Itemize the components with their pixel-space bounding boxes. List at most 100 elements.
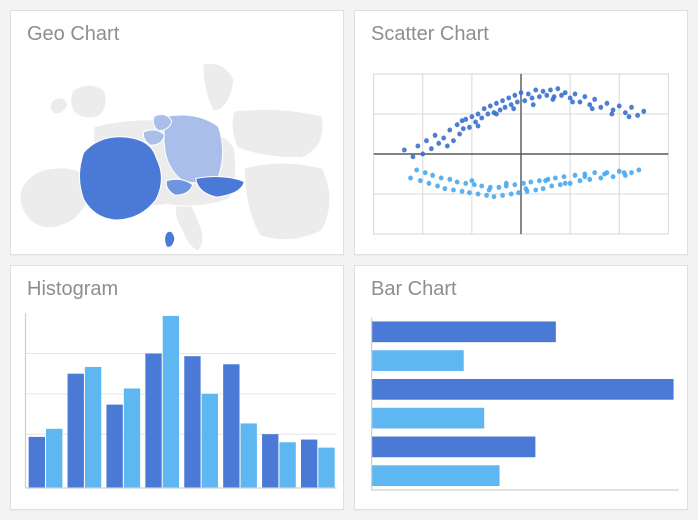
scatter-point bbox=[482, 106, 487, 111]
bar-chart-title: Bar Chart bbox=[355, 266, 687, 309]
scatter-point bbox=[467, 190, 472, 195]
scatter-point bbox=[418, 178, 423, 183]
bar-row bbox=[372, 408, 485, 429]
scatter-point bbox=[528, 179, 533, 184]
scatter-point bbox=[461, 126, 466, 131]
scatter-point bbox=[463, 181, 468, 186]
hist-bar bbox=[241, 423, 257, 488]
scatter-point bbox=[641, 109, 646, 114]
scatter-point bbox=[447, 177, 452, 182]
scatter-point bbox=[544, 93, 549, 98]
scatter-point bbox=[447, 127, 452, 132]
scatter-point bbox=[423, 170, 428, 175]
scatter-point bbox=[592, 170, 597, 175]
geo-chart-body bbox=[11, 54, 343, 255]
map-region bbox=[232, 109, 323, 157]
scatter-point bbox=[611, 174, 616, 179]
scatter-point bbox=[420, 151, 425, 156]
country-france-corsica bbox=[165, 231, 175, 247]
scatter-point bbox=[433, 133, 438, 138]
hist-bar bbox=[29, 437, 45, 488]
bar-row bbox=[372, 437, 536, 458]
scatter-point bbox=[609, 111, 614, 116]
scatter-point bbox=[551, 97, 556, 102]
scatter-point bbox=[521, 181, 526, 186]
scatter-point bbox=[549, 183, 554, 188]
scatter-point bbox=[512, 93, 517, 98]
scatter-point bbox=[562, 174, 567, 179]
scatter-point bbox=[455, 122, 460, 127]
scatter-point bbox=[457, 131, 462, 136]
scatter-point bbox=[617, 169, 622, 174]
scatter-point bbox=[578, 178, 583, 183]
scatter-point bbox=[504, 181, 509, 186]
scatter-point bbox=[455, 179, 460, 184]
bar-plot bbox=[355, 309, 687, 509]
scatter-point bbox=[582, 174, 587, 179]
scatter-point bbox=[479, 183, 484, 188]
scatter-point bbox=[605, 101, 610, 106]
map-region bbox=[71, 85, 106, 118]
scatter-point bbox=[635, 113, 640, 118]
scatter-point bbox=[427, 181, 432, 186]
scatter-point bbox=[441, 135, 446, 140]
scatter-point bbox=[602, 171, 607, 176]
hist-bar bbox=[279, 442, 295, 488]
hist-bar bbox=[301, 440, 317, 488]
scatter-point bbox=[617, 103, 622, 108]
scatter-point bbox=[442, 186, 447, 191]
scatter-point bbox=[548, 87, 553, 92]
scatter-point bbox=[524, 186, 529, 191]
scatter-point bbox=[573, 173, 578, 178]
scatter-point bbox=[460, 189, 465, 194]
scatter-point bbox=[476, 123, 481, 128]
scatter-plot bbox=[355, 54, 687, 254]
scatter-point bbox=[627, 114, 632, 119]
scatter-point bbox=[470, 178, 475, 183]
scatter-point bbox=[414, 167, 419, 172]
scatter-point bbox=[451, 187, 456, 192]
scatter-point bbox=[558, 182, 563, 187]
scatter-point bbox=[555, 86, 560, 91]
scatter-point bbox=[509, 191, 514, 196]
scatter-point bbox=[563, 90, 568, 95]
scatter-point bbox=[623, 110, 628, 115]
scatter-point bbox=[415, 143, 420, 148]
scatter-point bbox=[516, 190, 521, 195]
scatter-point bbox=[582, 94, 587, 99]
scatter-point bbox=[492, 194, 497, 199]
scatter-point bbox=[500, 98, 505, 103]
hist-bar bbox=[223, 364, 239, 488]
hist-bar bbox=[145, 354, 161, 488]
scatter-point bbox=[570, 99, 575, 104]
scatter-point bbox=[498, 107, 503, 112]
map-region bbox=[50, 98, 68, 114]
scatter-point bbox=[563, 181, 568, 186]
scatter-point bbox=[537, 178, 542, 183]
scatter-point bbox=[479, 115, 484, 120]
scatter-point bbox=[485, 111, 490, 116]
hist-bar bbox=[163, 316, 179, 488]
scatter-point bbox=[411, 154, 416, 159]
scatter-point bbox=[494, 111, 499, 116]
scatter-point bbox=[429, 146, 434, 151]
hist-bar bbox=[85, 367, 101, 488]
scatter-point bbox=[439, 175, 444, 180]
map-region bbox=[175, 199, 203, 251]
scatter-point bbox=[476, 191, 481, 196]
histogram-plot bbox=[11, 309, 343, 509]
hist-bar bbox=[124, 388, 140, 487]
scatter-point bbox=[598, 175, 603, 180]
scatter-point bbox=[460, 118, 465, 123]
scatter-point bbox=[553, 175, 558, 180]
scatter-point bbox=[512, 182, 517, 187]
scatter-point bbox=[488, 103, 493, 108]
scatter-point bbox=[533, 87, 538, 92]
bar-row bbox=[372, 465, 500, 486]
geo-chart-card: Geo Chart bbox=[10, 10, 344, 255]
bar-chart-card: Bar Chart bbox=[354, 265, 688, 510]
scatter-point bbox=[408, 175, 413, 180]
scatter-point bbox=[568, 181, 573, 186]
scatter-point bbox=[598, 105, 603, 110]
scatter-point bbox=[487, 187, 492, 192]
